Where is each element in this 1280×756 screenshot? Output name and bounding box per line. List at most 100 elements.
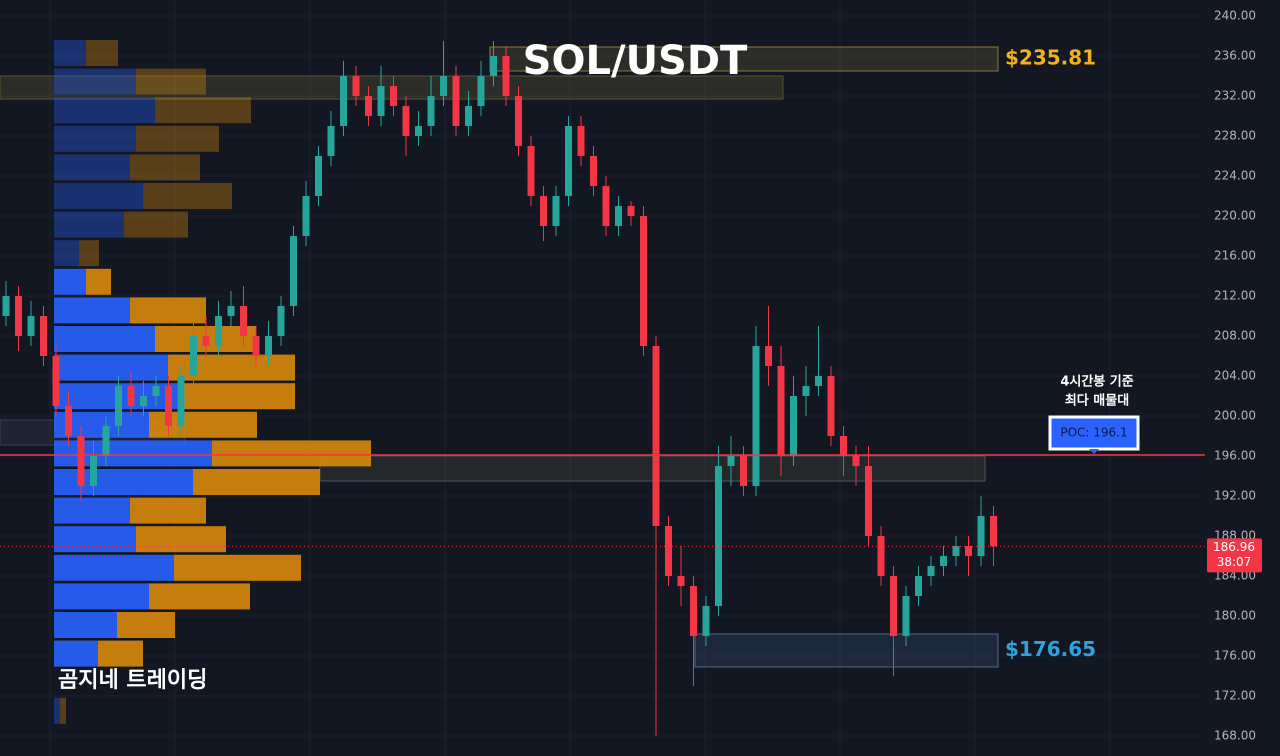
profile-buy-bar [54, 497, 130, 524]
candle-body [977, 516, 985, 556]
candle-body [65, 406, 72, 436]
profile-sell-bar [79, 240, 99, 267]
chart-title: SOL/USDT [523, 38, 748, 84]
profile-buy-bar [54, 526, 136, 553]
profile-sell-bar [136, 526, 226, 553]
candle-body [415, 126, 422, 136]
y-tick-label: 232.00 [1214, 89, 1256, 103]
candle-body [865, 466, 872, 536]
candle-body [190, 336, 197, 376]
candle-body [52, 356, 60, 406]
candle-body [652, 346, 660, 526]
profile-buy-bar [54, 183, 143, 209]
candle-body [827, 376, 835, 436]
candles [2, 41, 997, 736]
profile-buy-bar [54, 125, 136, 152]
y-tick-label: 192.00 [1214, 489, 1256, 503]
candle-body [515, 96, 522, 146]
overlay: 240.00 236.00 232.00 228.00 224.00 220.00 216.… [0, 9, 1262, 743]
candle-body [465, 106, 472, 126]
candle-body [77, 436, 85, 486]
poc-note: 최다 매물대 [1065, 393, 1129, 409]
candle-body [740, 456, 747, 486]
profile-sell-bar [130, 297, 206, 324]
candle-body [952, 546, 960, 556]
candle-body [402, 106, 410, 136]
candle-body [602, 186, 610, 226]
candle-body [102, 426, 110, 456]
candle-body [990, 516, 997, 547]
y-tick-label: 228.00 [1214, 129, 1256, 143]
profile-buy-bar [54, 612, 117, 638]
candle-body [227, 306, 235, 316]
y-tick-label: 212.00 [1214, 289, 1256, 303]
candle-body [427, 96, 435, 126]
candle-body [377, 86, 385, 116]
candle-body [240, 306, 247, 336]
profile-buy-bar [54, 68, 136, 95]
profile-sell-bar [130, 497, 206, 524]
candle-body [352, 76, 360, 96]
profile-sell-bar [124, 211, 188, 238]
poc-pointer [1089, 449, 1099, 454]
candle-body [477, 76, 485, 106]
candle-body [702, 606, 710, 636]
y-tick-label: 172.00 [1214, 689, 1256, 703]
zone-label: $176.65 [1005, 637, 1096, 661]
profile-sell-bar [155, 97, 251, 124]
candle-body [390, 86, 397, 106]
candle-body [340, 76, 347, 126]
profile-sell-bar [136, 68, 206, 95]
candle-body [127, 386, 135, 406]
profile-sell-bar [117, 612, 175, 638]
candle-body [302, 196, 310, 236]
candle-body [552, 196, 560, 226]
profile-sell-bar [98, 640, 143, 667]
poc-box [1048, 415, 1140, 451]
profile-sell-bar [180, 383, 295, 410]
profile-buy-bar [54, 211, 124, 238]
candle-body [527, 146, 535, 196]
candle-body [902, 596, 910, 636]
candle-body [290, 236, 297, 306]
profile-buy-bar [54, 554, 174, 581]
profile-buy-bar [54, 297, 130, 324]
y-tick-label: 240.00 [1214, 9, 1256, 23]
candle-body [615, 206, 622, 226]
last-price-label: 186.96 [1213, 540, 1255, 554]
profile-buy-bar [54, 326, 155, 352]
y-tick-label: 224.00 [1214, 169, 1256, 183]
candle-body [277, 306, 285, 336]
candle-body [727, 456, 735, 466]
profile-sell-bar [60, 697, 66, 724]
candle-body [765, 346, 772, 366]
candle-body [440, 76, 447, 96]
candle-body [215, 316, 222, 346]
candle-body [2, 296, 10, 316]
profile-buy-bar [54, 697, 60, 724]
candle-body [790, 396, 797, 456]
profile-buy-bar [54, 640, 98, 667]
zone-label: $235.81 [1005, 46, 1096, 70]
candle-body [965, 546, 972, 556]
candle-body [890, 576, 897, 636]
candle-body [590, 156, 597, 186]
poc-note: 4시간봉 기준 [1060, 374, 1133, 390]
candle-body [690, 586, 697, 636]
candle-body [640, 216, 647, 346]
y-tick-label: 200.00 [1214, 409, 1256, 423]
candle-body [140, 396, 147, 406]
grid [0, 15, 1200, 737]
candle-body [490, 56, 497, 76]
watermark: 곰지네 트레이딩 [58, 668, 207, 693]
y-tick-label: 216.00 [1214, 249, 1256, 263]
profile-buy-bar [54, 583, 149, 610]
profile-sell-bar [143, 183, 232, 209]
candle-body [327, 126, 335, 156]
profile-sell-bar [212, 440, 371, 467]
candle-body [677, 576, 685, 586]
profile-buy-bar [54, 268, 86, 295]
candle-body [202, 336, 210, 346]
candle-body [152, 386, 160, 396]
